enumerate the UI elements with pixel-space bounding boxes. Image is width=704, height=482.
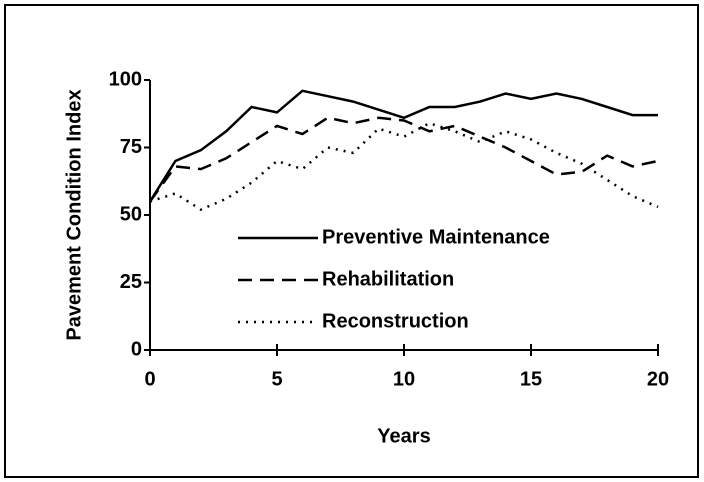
x-tick-label: 5 [271,368,282,390]
x-tick-label: 10 [393,368,415,390]
y-tick-label: 75 [120,136,142,158]
x-tick-label: 0 [144,368,155,390]
y-axis-label: Pavement Condition Index [63,89,85,340]
y-tick-label: 0 [131,338,142,360]
legend-label: Reconstruction [322,310,469,332]
series-line [148,116,659,203]
y-tick-label: 50 [120,203,142,225]
series-line [149,121,659,212]
legend-label: Rehabilitation [322,268,454,290]
x-tick-label: 15 [520,368,542,390]
x-tick-label: 20 [647,368,669,390]
y-tick-label: 25 [120,271,142,293]
x-axis-label: Years [377,425,430,447]
legend-label: Preventive Maintenance [322,226,550,248]
y-tick-label: 100 [109,68,142,90]
frame [4,4,699,478]
series-line [148,89,658,203]
